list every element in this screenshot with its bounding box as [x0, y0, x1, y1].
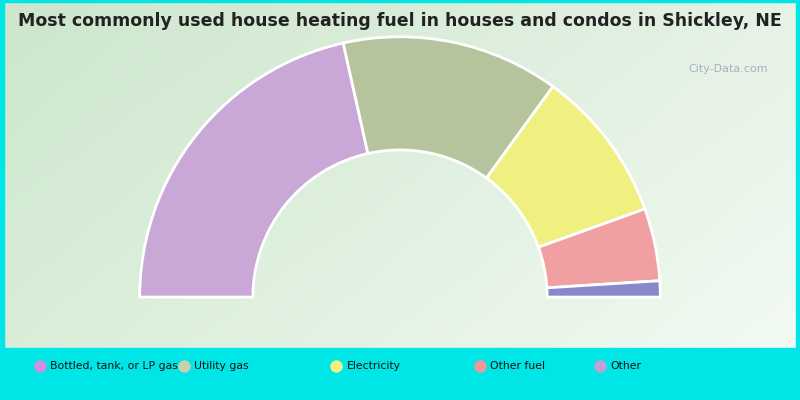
- Wedge shape: [538, 209, 660, 288]
- Wedge shape: [140, 43, 368, 297]
- Text: Utility gas: Utility gas: [194, 361, 249, 371]
- Wedge shape: [547, 281, 660, 297]
- Text: City-Data.com: City-Data.com: [688, 64, 768, 74]
- Text: Most commonly used house heating fuel in houses and condos in Shickley, NE: Most commonly used house heating fuel in…: [18, 12, 782, 30]
- Bar: [0, 348, 800, 400]
- Bar: [0, 398, 800, 400]
- Wedge shape: [486, 86, 645, 247]
- Bar: [796, 0, 800, 400]
- Wedge shape: [343, 37, 553, 178]
- Bar: [0, 0, 4, 400]
- Text: Other: Other: [610, 361, 642, 371]
- Text: Electricity: Electricity: [346, 361, 400, 371]
- Text: Other fuel: Other fuel: [490, 361, 546, 371]
- Text: Bottled, tank, or LP gas: Bottled, tank, or LP gas: [50, 361, 178, 371]
- Bar: [0, 0, 800, 2]
